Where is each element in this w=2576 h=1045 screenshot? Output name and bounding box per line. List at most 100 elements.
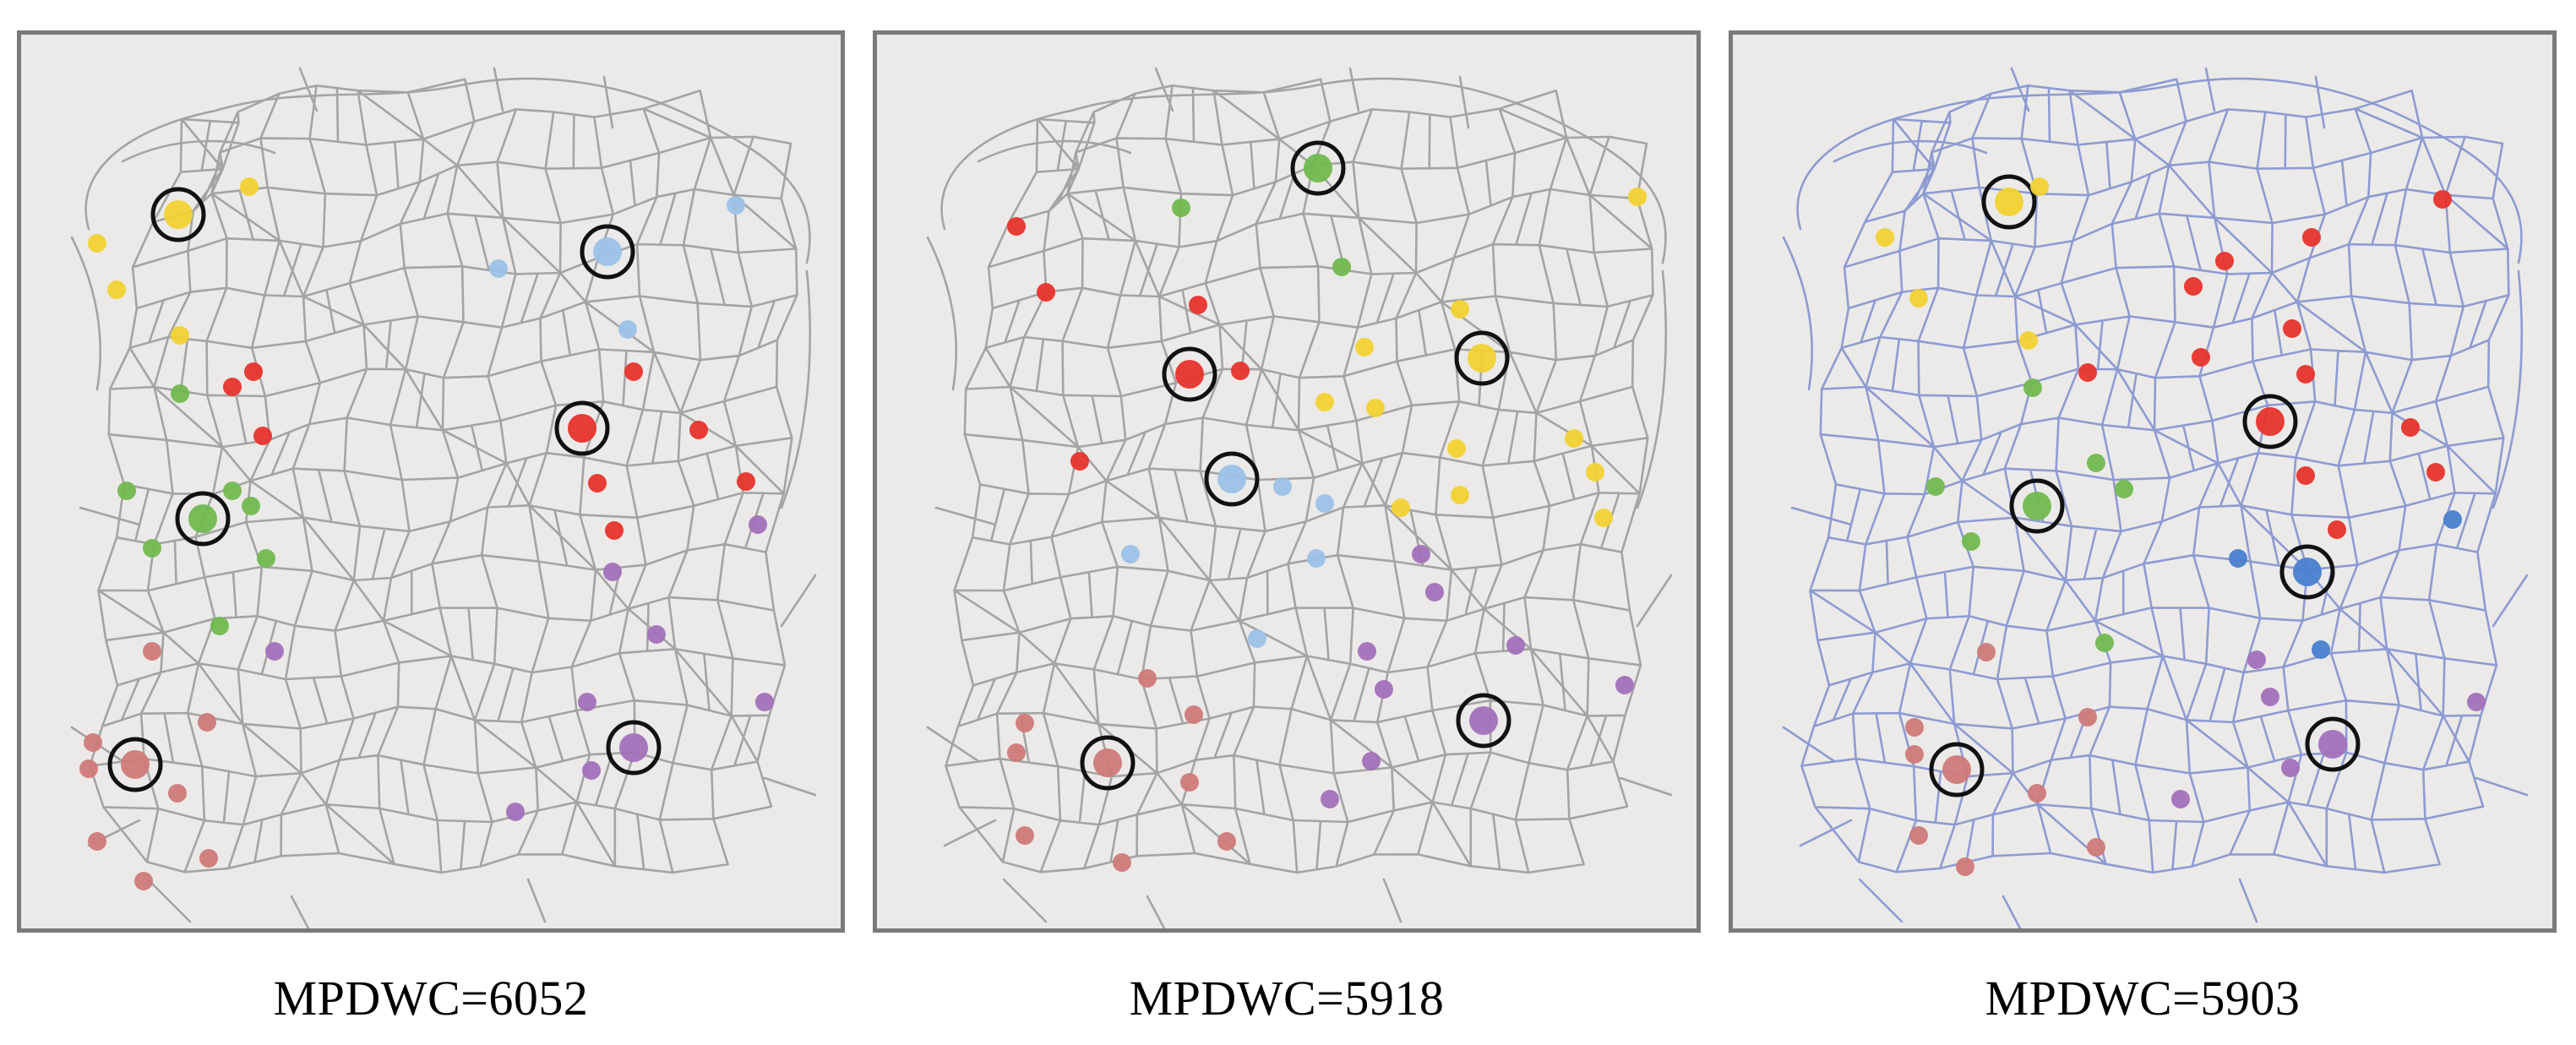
mpdwc-label-2: MPDWC=5918 <box>1129 971 1445 1026</box>
cluster-node <box>1121 545 1140 563</box>
road-network <box>1782 67 2529 928</box>
cluster-center-node <box>188 504 217 533</box>
cluster-node <box>1172 199 1190 217</box>
cluster-node <box>506 803 525 821</box>
cluster-node <box>1217 832 1236 851</box>
cluster-node <box>2028 784 2046 803</box>
cluster-center-node <box>1093 748 1122 777</box>
cluster-node <box>2184 277 2203 296</box>
cluster-node <box>1016 826 1034 845</box>
cluster-node <box>1007 217 1026 236</box>
cluster-node <box>1138 669 1157 688</box>
cluster-node <box>2078 363 2097 382</box>
cluster-node <box>1962 532 1980 551</box>
map-panel-2 <box>873 30 1701 933</box>
road-network-map-2 <box>926 67 1673 928</box>
cluster-node <box>1355 338 1374 356</box>
cluster-node <box>242 497 260 515</box>
cluster-center-ring <box>1929 742 1985 797</box>
cluster-node <box>1070 452 1089 471</box>
cluster-node <box>588 474 607 493</box>
cluster-node <box>1905 745 1924 764</box>
cluster-center-ring <box>580 224 635 280</box>
cluster-center-ring <box>2009 478 2065 534</box>
cluster-node <box>2192 348 2210 367</box>
cluster-node <box>1332 258 1351 276</box>
mpdwc-label-3: MPDWC=5903 <box>1985 971 2301 1026</box>
cluster-node <box>582 761 601 780</box>
cluster-node <box>1231 362 1250 380</box>
cluster-node <box>2115 480 2133 498</box>
cluster-node <box>1876 228 1894 247</box>
cluster-node <box>1180 773 1199 792</box>
cluster-node <box>689 421 708 439</box>
cluster-node <box>578 693 596 711</box>
cluster-node <box>1273 477 1292 496</box>
cluster-node <box>603 563 622 581</box>
cluster-node <box>2281 759 2300 777</box>
cluster-node <box>2171 790 2190 808</box>
cluster-center-node <box>1217 465 1246 493</box>
cluster-center-node <box>1469 706 1498 735</box>
cluster-center-node <box>2256 407 2285 436</box>
cluster-center-ring <box>2305 716 2361 772</box>
cluster-center-ring <box>2279 544 2335 600</box>
cluster-node <box>134 872 153 890</box>
cluster-node <box>1375 680 1393 699</box>
cluster-center-ring <box>107 737 163 792</box>
cluster-node <box>2401 418 2420 437</box>
cluster-node <box>2229 549 2247 568</box>
cluster-center-ring <box>1456 693 1511 748</box>
cluster-node <box>1307 549 1326 568</box>
cluster-node <box>1586 463 1604 482</box>
cluster-node <box>240 177 259 196</box>
cluster-center-ring <box>175 491 231 547</box>
cluster-node <box>1016 714 1034 732</box>
cluster-node <box>2302 228 2321 247</box>
cluster-node <box>2433 190 2452 209</box>
cluster-markers <box>79 177 774 890</box>
cluster-node <box>2443 510 2462 529</box>
cluster-node <box>265 642 284 661</box>
cluster-node <box>1362 752 1381 770</box>
cluster-node <box>1366 399 1385 417</box>
cluster-node <box>171 326 189 345</box>
cluster-markers <box>1007 140 1647 872</box>
cluster-node <box>749 515 767 534</box>
cluster-node <box>1909 289 1928 308</box>
cluster-center-node <box>121 750 150 779</box>
cluster-center-node <box>1304 154 1332 182</box>
cluster-node <box>1412 545 1430 563</box>
cluster-node <box>2296 466 2315 485</box>
cluster-node <box>489 259 508 278</box>
road-network <box>926 67 1673 928</box>
cluster-center-ring <box>606 720 662 776</box>
cluster-node <box>2283 319 2301 338</box>
cluster-node <box>199 849 218 868</box>
road-network <box>70 67 817 928</box>
cluster-center-ring <box>1080 735 1136 791</box>
cluster-node <box>2247 650 2266 669</box>
cluster-node <box>2078 708 2097 727</box>
cluster-node <box>257 549 275 568</box>
cluster-node <box>727 196 745 215</box>
cluster-node <box>2087 838 2105 857</box>
cluster-center-ring <box>1981 174 2037 230</box>
cluster-markers <box>1876 174 2486 876</box>
cluster-center-node <box>593 237 622 266</box>
cluster-node <box>618 320 637 339</box>
cluster-center-node <box>2318 730 2347 759</box>
cluster-node <box>2030 177 2049 196</box>
cluster-node <box>1037 283 1055 302</box>
cluster-node <box>1425 583 1444 601</box>
cluster-node <box>1315 494 1334 513</box>
cluster-node <box>107 280 126 299</box>
cluster-node <box>1506 636 1525 655</box>
cluster-center-node <box>1175 360 1204 389</box>
cluster-node <box>755 693 774 711</box>
cluster-center-ring <box>1204 451 1260 507</box>
cluster-node <box>737 472 755 491</box>
cluster-center-node <box>1468 344 1496 373</box>
cluster-node <box>1909 826 1928 845</box>
cluster-node <box>168 784 187 803</box>
